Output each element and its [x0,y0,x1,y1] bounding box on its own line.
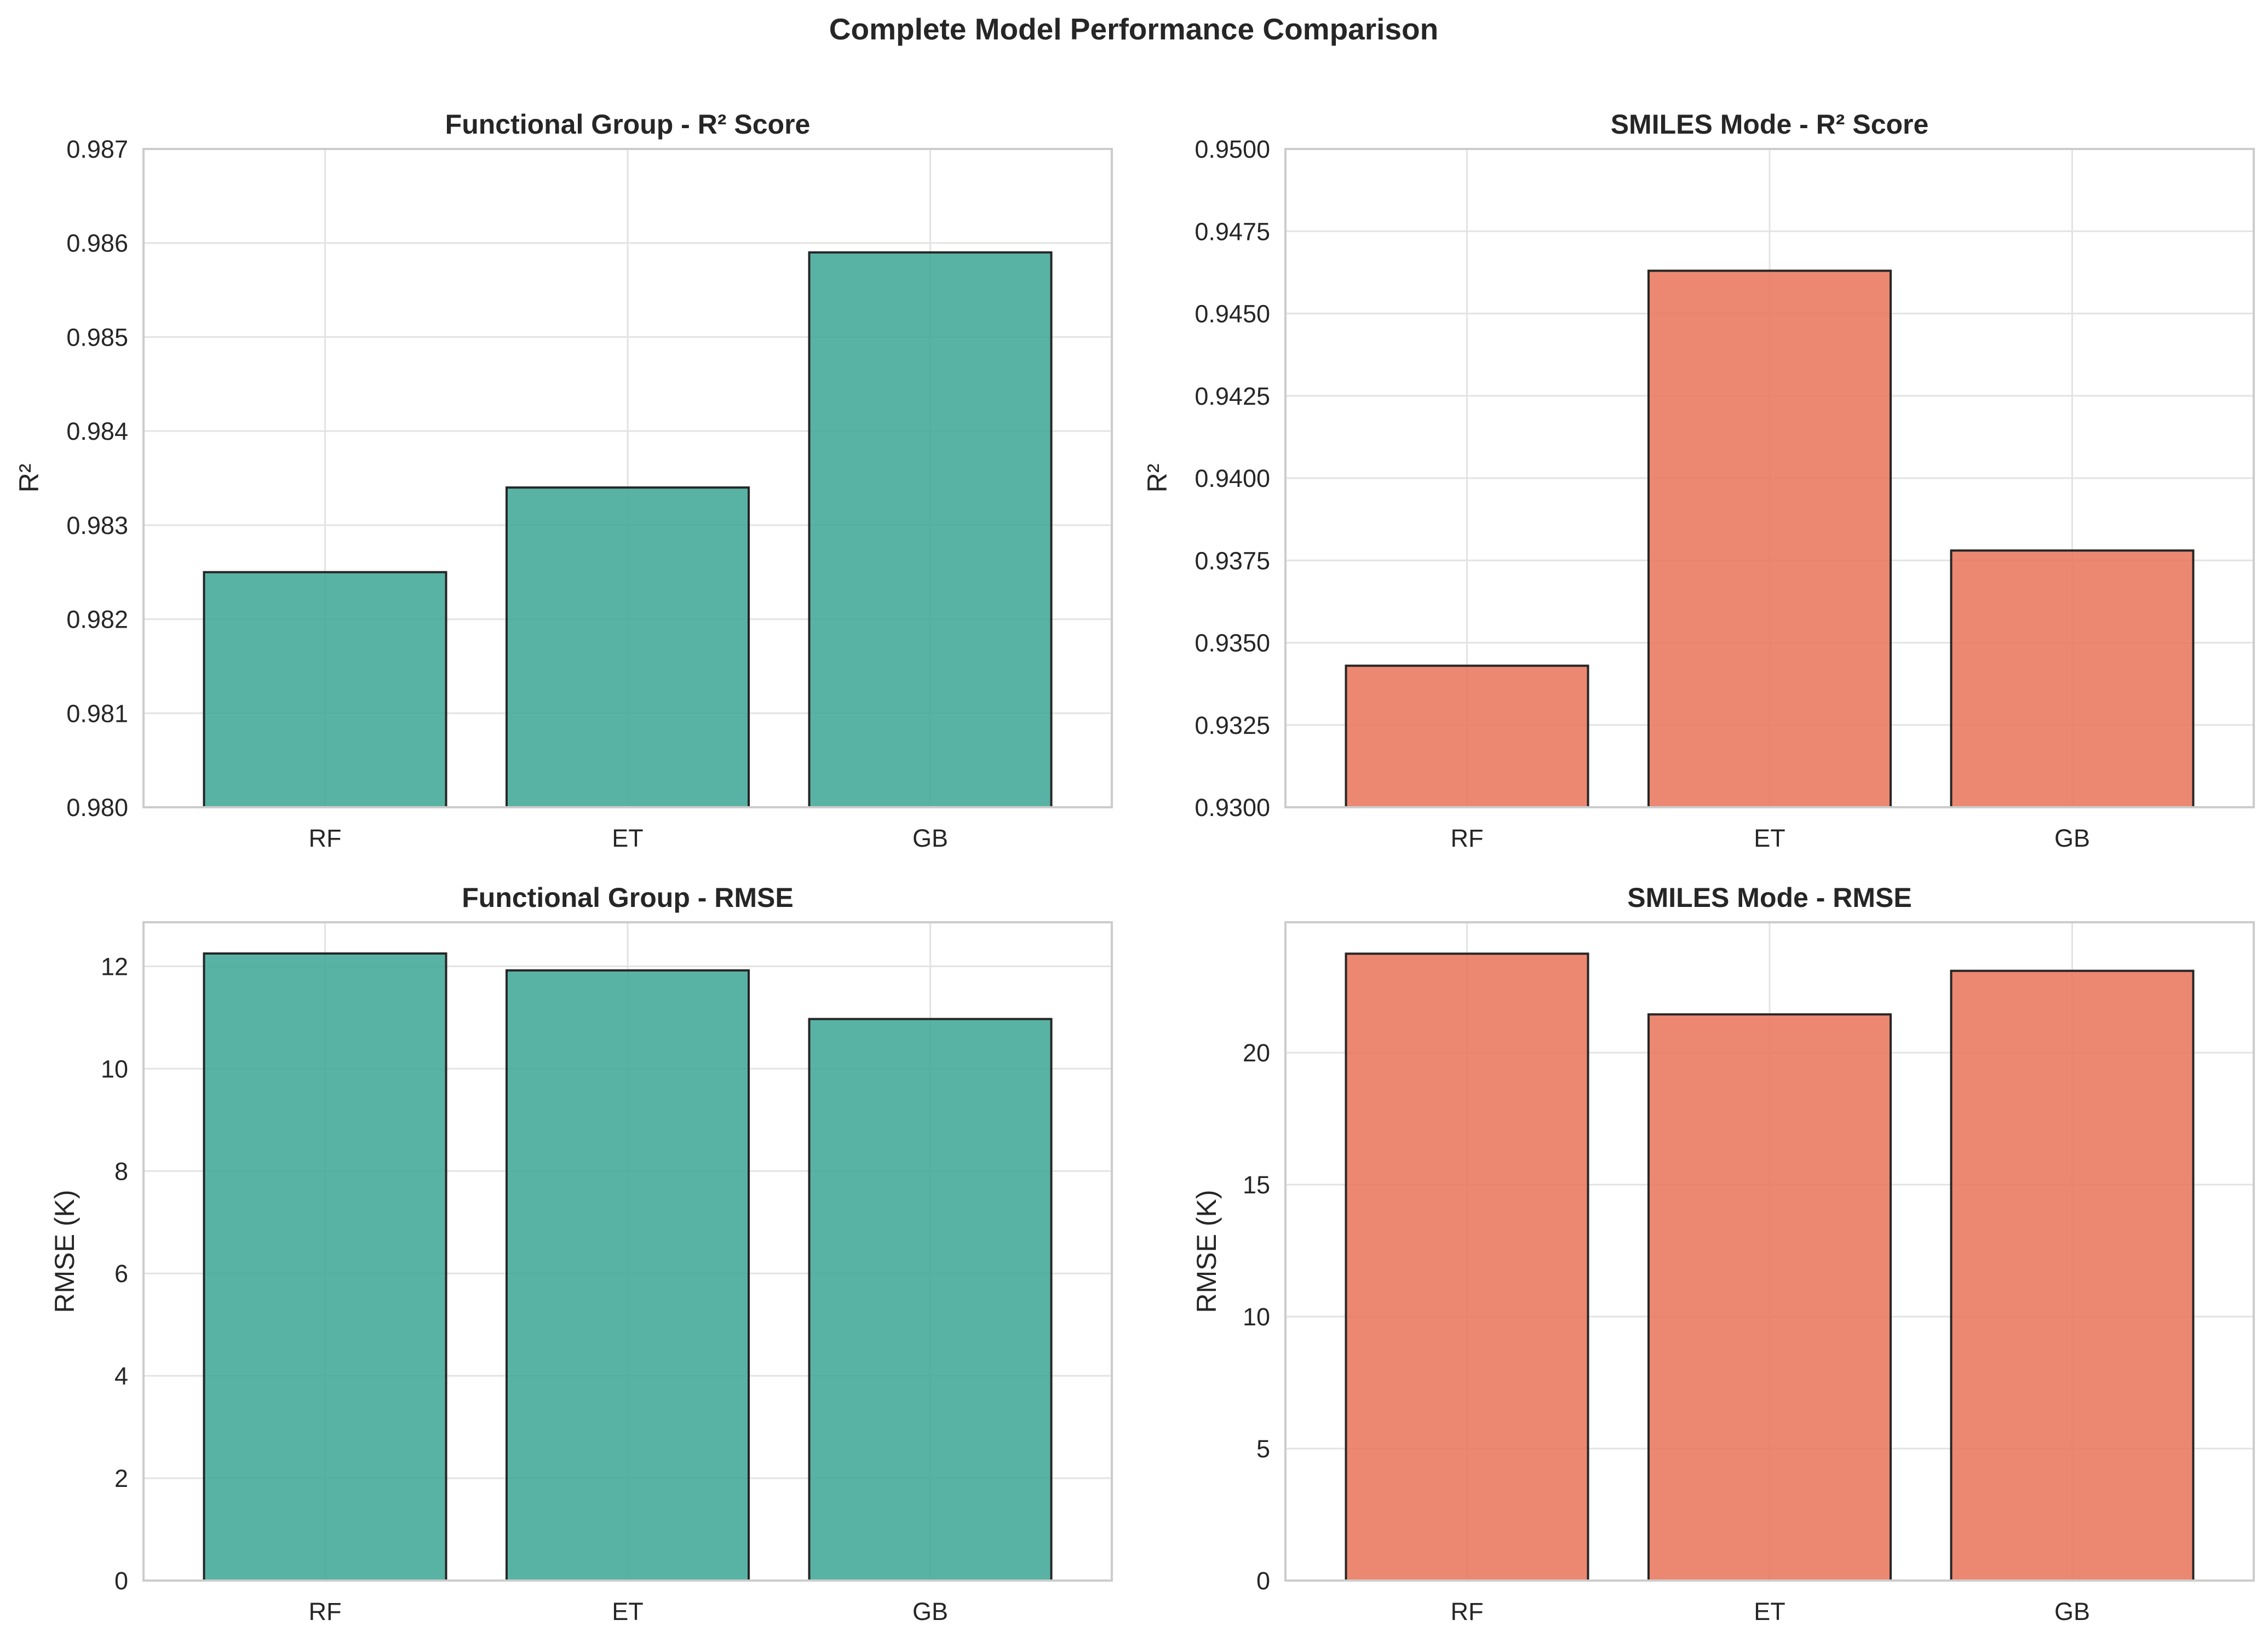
smiles-rmse-bar-et [1647,1013,1892,1582]
fg-r2-bar-et [506,486,750,808]
fg-r2-ytick-label: 0.983 [66,512,128,539]
fg-r2-ytick-label: 0.986 [66,229,128,257]
smiles-rmse-ytick-label: 10 [1243,1303,1270,1331]
fg-r2-bar-gb [808,251,1053,808]
fg-rmse-ylabel: RMSE (K) [49,1190,80,1313]
fg-rmse-ytick-label: 8 [114,1157,128,1185]
smiles-rmse-title: SMILES Mode - RMSE [1627,882,1911,913]
smiles-r2-ytick-label: 0.9425 [1195,382,1270,410]
fg-rmse-ytick-label: 6 [114,1260,128,1288]
smiles-rmse-ytick-label: 0 [1256,1567,1270,1595]
fg-r2-ytick-label: 0.985 [66,323,128,351]
smiles-r2-bar-et [1647,269,1892,808]
smiles-r2-frame [1284,148,2255,808]
fg-r2-ytick-label: 0.987 [66,135,128,163]
fg-rmse-bar-rf [203,952,447,1582]
smiles-r2-xtick-label: GB [2054,824,2090,852]
fg-r2-xtick-label: GB [912,824,948,852]
fg-r2-xtick-label: RF [309,824,342,852]
smiles-rmse-xtick-label: GB [2054,1598,2090,1625]
figure-title: Complete Model Performance Comparison [829,12,1438,46]
fg-rmse-bar-et [506,969,750,1582]
smiles-rmse-xtick-label: RF [1451,1598,1484,1625]
smiles-rmse-ytick-label: 15 [1243,1171,1270,1199]
smiles-rmse-ytick-label: 5 [1256,1435,1270,1463]
fg-rmse-bar-gb [808,1018,1053,1582]
smiles-r2-ytick-label: 0.9300 [1195,794,1270,822]
fg-rmse-ytick-label: 4 [114,1362,128,1390]
smiles-r2-title: SMILES Mode - R² Score [1611,109,1929,140]
smiles-r2-ytick-label: 0.9400 [1195,464,1270,492]
smiles-r2-xtick-label: ET [1754,824,1785,852]
fg-rmse-xtick-label: RF [309,1598,342,1625]
smiles-r2-panel: 0.9300 0.9325 0.9350 0.9375 0.9400 0.9425 0.94… [1142,109,2255,852]
fg-rmse-xtick-label: GB [912,1598,948,1625]
smiles-rmse-panel: 0 5 10 15 20 RF ET GB SMILES Mode - RMSE RMSE (K) [1191,882,2255,1625]
panels: 0.980 0.981 0.982 0.983 0.984 0.985 0.986 0.987… [14,109,2255,1625]
smiles-rmse-ytick-label: 20 [1243,1039,1270,1067]
fg-r2-ylabel: R² [14,464,44,493]
smiles-r2-bar-gb [1950,549,2195,808]
fg-r2-xtick-label: ET [612,824,644,852]
smiles-rmse-frame [1284,921,2255,1582]
fg-r2-ytick-label: 0.980 [66,794,128,822]
smiles-r2-ytick-label: 0.9375 [1195,547,1270,575]
fg-r2-ytick-label: 0.981 [66,699,128,727]
smiles-r2-ytick-label: 0.9500 [1195,135,1270,163]
smiles-rmse-bar-rf [1345,952,1589,1582]
fg-rmse-ytick-label: 10 [101,1055,128,1083]
fg-r2-title: Functional Group - R² Score [445,109,811,140]
fg-r2-bar-rf [203,571,447,808]
smiles-rmse-ylabel: RMSE (K) [1191,1190,1222,1313]
smiles-r2-ylabel: R² [1142,464,1173,493]
smiles-rmse-xtick-label: ET [1754,1598,1785,1625]
fg-r2-ytick-label: 0.984 [66,417,128,445]
smiles-r2-ytick-label: 0.9450 [1195,300,1270,328]
fg-rmse-ytick-label: 12 [101,952,128,980]
smiles-r2-ytick-label: 0.9475 [1195,217,1270,245]
fg-rmse-ytick-label: 0 [114,1567,128,1595]
smiles-r2-bar-rf [1345,664,1589,808]
fg-r2-ytick-label: 0.982 [66,606,128,634]
fg-rmse-xtick-label: ET [612,1598,644,1625]
smiles-r2-ytick-label: 0.9350 [1195,629,1270,657]
fg-rmse-panel: 0 2 4 6 8 10 12 RF ET GB Functional Group - RMSE RM… [49,882,1113,1625]
fg-rmse-ytick-label: 2 [114,1464,128,1492]
smiles-rmse-bar-gb [1950,969,2195,1582]
smiles-r2-xtick-label: RF [1451,824,1484,852]
fg-rmse-frame [142,921,1113,1582]
fg-rmse-title: Functional Group - RMSE [462,882,794,913]
smiles-r2-ytick-label: 0.9325 [1195,711,1270,739]
fg-r2-panel: 0.980 0.981 0.982 0.983 0.984 0.985 0.986 0.987… [14,109,1113,852]
fg-r2-frame [142,148,1113,808]
